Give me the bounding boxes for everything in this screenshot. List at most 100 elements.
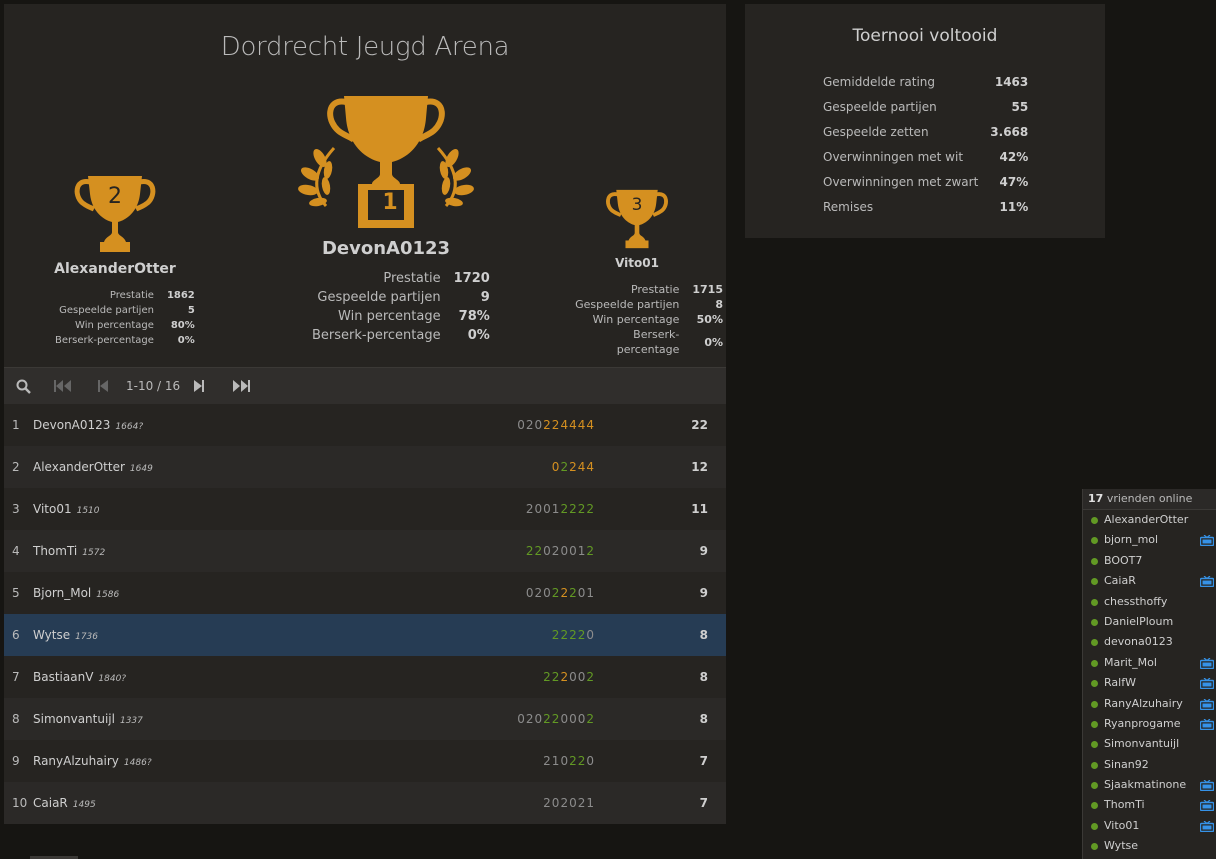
player-username[interactable]: Wytse — [33, 628, 71, 642]
friend-item[interactable]: RanyAlzuhairy — [1083, 694, 1216, 714]
friend-item[interactable]: AlexanderOtter — [1083, 510, 1216, 530]
last-page-button[interactable] — [228, 368, 254, 404]
game-score[interactable]: 1 — [551, 754, 561, 768]
game-score[interactable]: 2 — [586, 712, 595, 726]
search-button[interactable] — [12, 368, 34, 404]
game-score[interactable]: 2 — [577, 502, 587, 516]
friend-name[interactable]: Sjaakmatinone — [1104, 778, 1187, 792]
game-score[interactable]: 2 — [543, 754, 552, 768]
game-score[interactable]: 2 — [569, 628, 578, 642]
game-score[interactable]: 2 — [551, 712, 561, 726]
friend-name[interactable]: Wytse — [1104, 839, 1139, 853]
game-score[interactable]: 2 — [560, 586, 570, 600]
table-row[interactable]: 8 Simonvantuijl 1337 020220002 8 — [4, 698, 726, 740]
game-score[interactable]: 2 — [569, 502, 578, 516]
player-username[interactable]: DevonA0123 — [33, 418, 111, 432]
game-score[interactable]: 0 — [569, 670, 578, 684]
player-name[interactable]: DevonA0123 1664? — [33, 418, 143, 432]
player-name[interactable]: RanyAlzuhairy 1486? — [33, 754, 152, 768]
game-score[interactable]: 2 — [525, 712, 535, 726]
game-score[interactable]: 4 — [569, 418, 578, 432]
game-score[interactable]: 0 — [534, 418, 544, 432]
player-username[interactable]: RanyAlzuhairy — [33, 754, 119, 768]
player-name[interactable]: Bjorn_Mol 1586 — [33, 586, 119, 600]
game-score[interactable]: 0 — [525, 586, 535, 600]
first-page-button[interactable] — [50, 368, 76, 404]
game-score[interactable]: 1 — [586, 796, 595, 810]
game-score[interactable]: 2 — [534, 544, 544, 558]
game-score[interactable]: 0 — [560, 544, 570, 558]
game-score[interactable]: 1 — [551, 502, 561, 516]
game-score[interactable]: 2 — [534, 586, 544, 600]
game-score[interactable]: 2 — [543, 712, 552, 726]
game-score[interactable]: 2 — [551, 418, 561, 432]
game-score[interactable]: 0 — [517, 418, 526, 432]
next-page-button[interactable] — [188, 368, 210, 404]
tv-icon[interactable] — [1200, 718, 1214, 730]
player-name[interactable]: CaiaR 1495 — [33, 796, 96, 810]
friend-name[interactable]: devona0123 — [1104, 635, 1173, 649]
tv-icon[interactable] — [1200, 535, 1214, 547]
friend-item[interactable]: Marit_Mol — [1083, 653, 1216, 673]
player-username[interactable]: ThomTi — [33, 544, 78, 558]
friend-item[interactable]: Simonvantuijl — [1083, 734, 1216, 754]
friend-name[interactable]: Vito01 — [1104, 818, 1140, 832]
game-score[interactable]: 4 — [586, 460, 595, 474]
player-name[interactable]: Simonvantuijl 1337 — [33, 712, 143, 726]
friend-name[interactable]: Marit_Mol — [1104, 655, 1157, 669]
game-score[interactable]: 2 — [586, 670, 595, 684]
table-row[interactable]: 2 AlexanderOtter 1649 02244 12 — [4, 446, 726, 488]
friend-name[interactable]: Ryanprogame — [1104, 716, 1181, 730]
game-score[interactable]: 2 — [551, 670, 561, 684]
player-username[interactable]: Bjorn_Mol — [33, 586, 92, 600]
game-score[interactable]: 0 — [560, 712, 570, 726]
friend-item[interactable]: RalfW — [1083, 673, 1216, 693]
table-row[interactable]: 7 BastiaanV 1840? 222002 8 — [4, 656, 726, 698]
game-score[interactable]: 2 — [569, 586, 578, 600]
player-name[interactable]: Wytse 1736 — [33, 628, 98, 642]
friend-name[interactable]: DanielPloum — [1104, 614, 1174, 628]
friend-item[interactable]: Ryanprogame — [1083, 714, 1216, 734]
game-score[interactable]: 1 — [586, 586, 595, 600]
friend-item[interactable]: ThomTi — [1083, 795, 1216, 815]
friend-name[interactable]: chessthoffy — [1104, 594, 1168, 608]
game-score[interactable]: 2 — [586, 502, 595, 516]
table-row[interactable]: 1 DevonA0123 1664? 020224444 22 — [4, 404, 726, 446]
friend-item[interactable]: Wytse — [1083, 836, 1216, 856]
tv-icon[interactable] — [1200, 657, 1214, 669]
game-score[interactable]: 2 — [560, 670, 570, 684]
friend-name[interactable]: RanyAlzuhairy — [1104, 696, 1183, 710]
game-score[interactable]: 2 — [551, 586, 561, 600]
game-score[interactable]: 2 — [551, 628, 561, 642]
friend-name[interactable]: Sinan92 — [1104, 757, 1149, 771]
game-score[interactable]: 0 — [551, 460, 561, 474]
friend-item[interactable]: DanielPloum — [1083, 612, 1216, 632]
player-username[interactable]: Simonvantuijl — [33, 712, 115, 726]
game-score[interactable]: 2 — [525, 418, 535, 432]
friend-item[interactable]: Vito01 — [1083, 816, 1216, 836]
game-score[interactable]: 2 — [586, 544, 595, 558]
player-username[interactable]: Vito01 — [33, 502, 72, 516]
game-score[interactable]: 2 — [560, 460, 570, 474]
player-username[interactable]: CaiaR — [33, 796, 68, 810]
game-score[interactable]: 2 — [551, 544, 561, 558]
friend-item[interactable]: Sjaakmatinone — [1083, 775, 1216, 795]
friend-name[interactable]: ThomTi — [1104, 798, 1145, 812]
player-name[interactable]: BastiaanV 1840? — [33, 670, 126, 684]
game-score[interactable]: 0 — [569, 796, 578, 810]
game-score[interactable]: 2 — [569, 460, 578, 474]
player-name[interactable]: Vito01 1510 — [33, 502, 100, 516]
table-row[interactable]: 4 ThomTi 1572 22020012 9 — [4, 530, 726, 572]
game-score[interactable]: 0 — [560, 754, 570, 768]
table-row[interactable]: 6 Wytse 1736 22220 8 — [4, 614, 726, 656]
game-score[interactable]: 0 — [543, 502, 552, 516]
table-row[interactable]: 10 CaiaR 1495 202021 7 — [4, 782, 726, 824]
player-name[interactable]: ThomTi 1572 — [33, 544, 105, 558]
game-score[interactable]: 0 — [517, 712, 526, 726]
game-score[interactable]: 2 — [577, 796, 587, 810]
friend-name[interactable]: Simonvantuijl — [1104, 737, 1180, 751]
bottom-tab[interactable] — [30, 856, 78, 859]
game-score[interactable]: 4 — [577, 418, 587, 432]
game-score[interactable]: 0 — [551, 796, 561, 810]
table-row[interactable]: 9 RanyAlzuhairy 1486? 210220 7 — [4, 740, 726, 782]
